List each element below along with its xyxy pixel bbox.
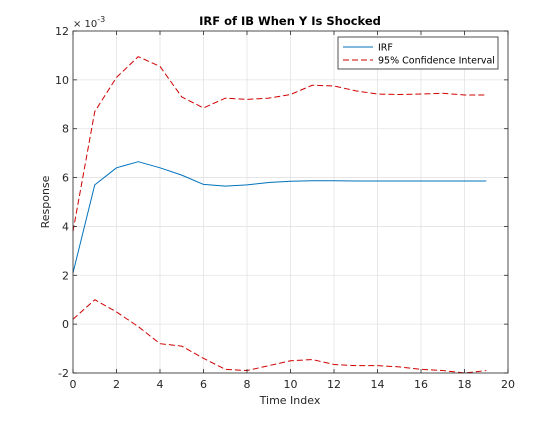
x-tick-label: 20 — [501, 378, 515, 391]
legend-label-irf: IRF — [378, 43, 393, 54]
legend-box — [337, 36, 499, 70]
series-line-ci-upper — [72, 56, 487, 232]
x-tick-label: 0 — [70, 378, 77, 391]
y-tick-label: -2 — [58, 367, 69, 380]
legend: IRF 95% Confidence Interval — [337, 36, 499, 70]
series-line-ci-lower — [72, 299, 487, 374]
y-axis-label: Response — [39, 175, 52, 228]
y-axis-exponent-label: × 10-3 — [73, 15, 105, 30]
chart-title: IRF of IB When Y Is Shocked — [199, 14, 381, 28]
y-exponent-power: -3 — [97, 15, 105, 24]
svg-text:× 10-3: × 10-3 — [73, 15, 105, 30]
x-tick-label: 12 — [327, 378, 341, 391]
grid — [72, 30, 509, 374]
y-tick-label: 12 — [55, 25, 69, 38]
x-tick-label: 2 — [113, 378, 120, 391]
y-tick-label: 10 — [55, 74, 69, 87]
y-tick-label: 8 — [62, 123, 69, 136]
x-tick-label: 4 — [157, 378, 164, 391]
x-axis-label: Time Index — [259, 394, 321, 407]
x-tick-label: 8 — [244, 378, 251, 391]
series-layer — [72, 56, 487, 374]
x-tick-label: 18 — [458, 378, 472, 391]
y-tick-label: 6 — [62, 172, 69, 185]
x-tick-label: 10 — [284, 378, 298, 391]
x-tick-label: 14 — [371, 378, 385, 391]
series-line-irf — [72, 161, 487, 273]
x-tick-label: 6 — [200, 378, 207, 391]
y-tick-label: 0 — [62, 318, 69, 331]
legend-label-confidence-interval: 95% Confidence Interval — [378, 56, 495, 67]
y-tick-label: 4 — [62, 220, 69, 233]
x-tick-label: 16 — [414, 378, 428, 391]
y-tick-label: 2 — [62, 269, 69, 282]
y-exponent-base: × 10 — [73, 19, 97, 30]
